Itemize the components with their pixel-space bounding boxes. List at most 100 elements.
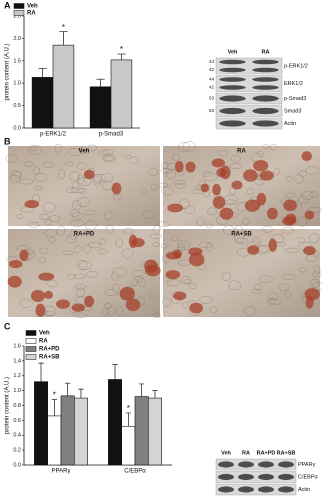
- row-label: PPARγ: [298, 462, 316, 468]
- size-label: 44: [209, 77, 215, 82]
- lipid-cell: [253, 160, 269, 172]
- lipid-cell: [188, 247, 203, 256]
- bar: [34, 381, 48, 466]
- blot-band: [258, 486, 274, 493]
- legend-swatch: [25, 354, 37, 360]
- blot-band: [219, 59, 246, 65]
- cell-outline: [69, 171, 81, 182]
- cell-outline: [76, 162, 87, 170]
- legend-swatch: [13, 3, 25, 9]
- blot-band: [238, 473, 254, 481]
- bar: [110, 59, 133, 129]
- bar: [31, 77, 54, 129]
- cell-outline: [44, 229, 57, 237]
- blot-band: [252, 107, 279, 115]
- cell-outline: [46, 279, 58, 288]
- cell-outline: [170, 236, 179, 242]
- panel-label: A: [4, 0, 11, 10]
- cell-outline: [184, 205, 196, 214]
- cell-outline: [73, 312, 88, 318]
- lipid-cell: [216, 168, 227, 178]
- blot-strip: [215, 92, 283, 105]
- cell-outline: [77, 177, 92, 186]
- cell-outline: [166, 168, 176, 180]
- cell-outline: [131, 269, 145, 277]
- micrograph: RA+SB: [160, 225, 322, 317]
- cell-outline: [104, 210, 113, 221]
- cell-outline: [28, 221, 39, 228]
- lipid-cell: [259, 170, 274, 181]
- cell-outline: [307, 206, 322, 213]
- error-bar: [38, 362, 44, 382]
- cell-outline: [97, 150, 108, 156]
- cell-outline: [271, 233, 285, 244]
- lipid-cell: [305, 295, 314, 309]
- cell-outline: [19, 298, 33, 309]
- lipid-cell: [185, 161, 196, 173]
- cell-outline: [97, 248, 108, 255]
- lipid-cell: [200, 183, 210, 193]
- y-tick-label: 0.4: [13, 433, 21, 439]
- lipid-cell: [243, 169, 258, 182]
- cell-outline: [278, 283, 289, 292]
- cell-outline: [93, 176, 101, 187]
- cell-outline: [183, 279, 192, 285]
- lipid-cell: [71, 303, 85, 312]
- lipid-cell: [56, 299, 70, 309]
- cell-outline: [33, 185, 43, 191]
- cell-outline: [5, 154, 18, 163]
- bar: [60, 395, 75, 466]
- cell-outline: [83, 209, 97, 216]
- blot-band: [219, 67, 246, 73]
- lipid-cell: [38, 272, 55, 281]
- cell-outline: [312, 271, 322, 278]
- cell-outline: [48, 215, 61, 223]
- blot-band: [252, 120, 279, 127]
- micrograph-bg: [8, 146, 160, 226]
- size-label: 53: [209, 96, 215, 101]
- y-tick-label: 1.6: [13, 343, 21, 349]
- lipid-cell: [219, 207, 234, 220]
- error-bar: [152, 390, 158, 399]
- cell-outline: [41, 162, 55, 168]
- lipid-cell: [283, 199, 297, 212]
- cell-outline: [285, 176, 293, 182]
- cell-outline: [72, 200, 82, 211]
- cell-outline: [149, 233, 163, 239]
- cell-outline: [297, 267, 308, 273]
- cell-outline: [130, 277, 138, 286]
- cell-outline: [309, 191, 319, 198]
- lipid-cell: [119, 286, 135, 301]
- lipid-cell: [303, 246, 316, 256]
- cell-outline: [9, 174, 22, 184]
- error-bar: [64, 382, 71, 396]
- error-bar: [78, 388, 84, 399]
- cell-outline: [75, 283, 86, 290]
- cell-outline: [78, 146, 88, 154]
- cell-outline: [140, 188, 148, 195]
- micrograph: RA: [157, 141, 322, 229]
- lipid-cell: [165, 251, 182, 260]
- legend-label: Veh: [27, 4, 38, 10]
- cell-outline: [148, 168, 159, 176]
- cell-outline: [297, 237, 305, 244]
- cell-outline: [79, 260, 92, 270]
- lipid-cell: [111, 182, 122, 195]
- y-tick-label: 0.0: [13, 462, 21, 468]
- legend-label: RA: [39, 339, 48, 345]
- lane-label: RA+PD: [257, 450, 276, 456]
- cell-outline: [281, 274, 296, 281]
- bar: [134, 396, 149, 466]
- cell-outline: [199, 241, 213, 248]
- cell-outline: [250, 288, 263, 294]
- lipid-cell: [285, 213, 297, 225]
- y-tick-label: 1.0: [13, 81, 21, 87]
- blot-band: [238, 461, 254, 468]
- legend-label: RA: [27, 11, 36, 17]
- cell-outline: [157, 221, 170, 228]
- legend-swatch: [25, 338, 37, 344]
- y-axis-label: protein content (A.U.): [5, 377, 11, 434]
- cell-outline: [77, 174, 84, 184]
- lipid-cell: [84, 295, 95, 308]
- cell-outline: [266, 298, 281, 305]
